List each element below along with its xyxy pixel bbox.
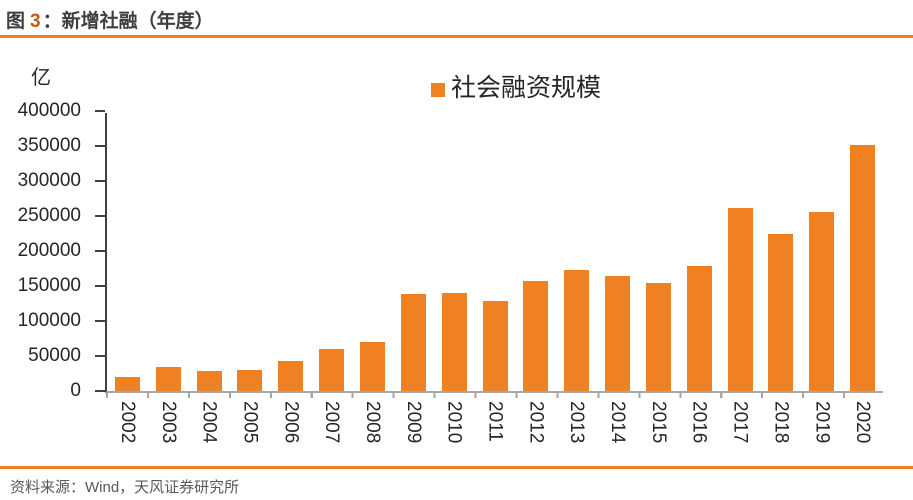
- bar-2018: [768, 233, 794, 391]
- bar-2019: [809, 212, 835, 391]
- bar-slot-2008: 2008: [352, 113, 393, 443]
- x-tick-label-2014: 2014: [607, 401, 629, 444]
- bar-2020: [850, 144, 876, 391]
- bar-slot-2018: 2018: [761, 113, 802, 443]
- bar-2006: [278, 361, 304, 391]
- x-tick-label-2006: 2006: [280, 401, 302, 444]
- x-tick-label-2002: 2002: [116, 401, 138, 444]
- bar-2012: [523, 280, 549, 391]
- bar-slot-2012: 2012: [515, 113, 556, 443]
- y-tick-label: 300000: [17, 170, 81, 191]
- bar-2015: [645, 283, 671, 391]
- y-tick-label: 50000: [28, 345, 81, 366]
- source-note: 资料来源：Wind，天风证券研究所: [10, 479, 240, 496]
- x-tick-label-2004: 2004: [198, 401, 220, 444]
- bar-2004: [196, 371, 222, 391]
- bar-slot-2004: 2004: [189, 113, 230, 443]
- bar-slot-2019: 2019: [801, 113, 842, 443]
- bar-2013: [564, 269, 590, 391]
- y-tick-mark: [95, 215, 105, 217]
- bar-slot-2011: 2011: [475, 113, 516, 442]
- bar-slot-2002: 2002: [107, 113, 148, 443]
- y-tick-mark: [95, 285, 105, 287]
- bar-2007: [319, 349, 345, 391]
- y-tick-label: 200000: [17, 240, 81, 261]
- x-tick-label-2020: 2020: [852, 401, 874, 444]
- y-tick-mark: [95, 110, 105, 112]
- y-tick-mark: [95, 180, 105, 182]
- x-tick-label-2008: 2008: [361, 401, 383, 444]
- x-tick-label-2009: 2009: [402, 401, 424, 444]
- bar-2002: [114, 377, 140, 391]
- x-tick-label-2012: 2012: [525, 401, 547, 444]
- y-tick-mark: [95, 355, 105, 357]
- y-tick-mark: [95, 390, 105, 392]
- y-tick-label: 100000: [17, 310, 81, 331]
- y-tick-label: 350000: [17, 135, 81, 156]
- bar-slot-2003: 2003: [148, 113, 189, 443]
- x-tick-label-2010: 2010: [443, 401, 465, 444]
- figure-title-text: ：新增社融（年度）: [42, 11, 214, 32]
- bar-chart-plot: 0 50000 100000 150000 200000 250000 300000 3500…: [18, 101, 884, 443]
- x-tick-label-2003: 2003: [157, 401, 179, 444]
- bar-slot-2007: 2007: [311, 113, 352, 443]
- bar-2003: [155, 367, 181, 391]
- legend-label: 社会融资规模: [451, 74, 602, 102]
- bar-slot-2017: 2017: [720, 113, 761, 443]
- x-tick-label-2015: 2015: [647, 401, 669, 444]
- x-tick-label-2013: 2013: [566, 401, 588, 444]
- bar-2009: [400, 293, 426, 391]
- bar-slot-2005: 2005: [230, 113, 271, 443]
- y-axis-unit-label: 亿: [31, 67, 51, 89]
- header-divider: [0, 35, 913, 38]
- x-tick-label-2019: 2019: [811, 401, 833, 444]
- y-tick-label: 250000: [17, 205, 81, 226]
- x-tick-label-2017: 2017: [729, 401, 751, 444]
- footer-divider: [0, 466, 913, 469]
- x-tick-label-2011: 2011: [484, 401, 506, 442]
- chart-legend: 社会融资规模: [431, 74, 601, 102]
- bar-2008: [359, 342, 385, 391]
- bar-slot-2009: 2009: [393, 113, 434, 443]
- bar-2014: [605, 275, 631, 391]
- bar-slot-2014: 2014: [597, 113, 638, 443]
- y-tick-mark: [95, 320, 105, 322]
- x-axis-ticks: [106, 393, 884, 398]
- bar-2011: [482, 301, 508, 391]
- x-tick-label-2005: 2005: [239, 401, 261, 444]
- bar-2016: [686, 266, 712, 391]
- x-tick-label-2016: 2016: [688, 401, 710, 444]
- y-tick-label: 400000: [17, 100, 81, 121]
- bar-2017: [727, 207, 753, 391]
- bar-slot-2015: 2015: [638, 113, 679, 443]
- figure-title: 图 3 ：新增社融（年度）: [6, 6, 214, 33]
- bar-slot-2020: 2020: [842, 113, 883, 443]
- y-tick-label: 150000: [17, 275, 81, 296]
- bar-2005: [237, 370, 263, 391]
- bars-container: 2002 2003 2004 2005 2006 2007 2008 2009 2010 2011…: [107, 113, 883, 443]
- bar-slot-2010: 2010: [434, 113, 475, 443]
- bar-slot-2013: 2013: [556, 113, 597, 443]
- x-tick-label-2007: 2007: [321, 401, 343, 444]
- figure-label: 图: [6, 11, 26, 32]
- x-tick-label-2018: 2018: [770, 401, 792, 444]
- bar-slot-2006: 2006: [270, 113, 311, 443]
- figure-number: 3: [30, 11, 41, 32]
- y-tick-mark: [95, 145, 105, 147]
- bar-2010: [441, 293, 467, 391]
- bar-slot-2016: 2016: [679, 113, 720, 443]
- legend-swatch: [431, 82, 445, 97]
- y-tick-label: 0: [70, 380, 81, 401]
- y-tick-mark: [95, 250, 105, 252]
